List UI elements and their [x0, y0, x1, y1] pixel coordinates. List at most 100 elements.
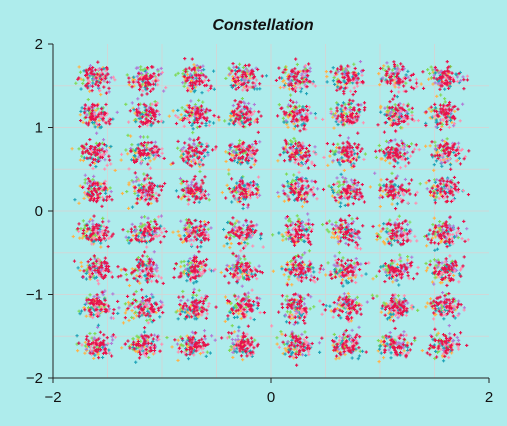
constellation-point [103, 256, 107, 260]
constellation-point [287, 275, 291, 279]
constellation-point [133, 191, 137, 196]
constellation-point [292, 322, 296, 327]
constellation-point [341, 284, 345, 288]
constellation-point [407, 276, 411, 281]
constellation-point [321, 302, 325, 307]
constellation-point [91, 351, 95, 355]
constellation-point [130, 309, 134, 313]
constellation-point [451, 224, 456, 228]
constellation-point [202, 329, 207, 333]
constellation-point [249, 336, 254, 340]
constellation-point [282, 273, 286, 277]
constellation-point [393, 259, 397, 263]
constellation-point [445, 195, 449, 199]
constellation-point [102, 343, 106, 347]
constellation-point [79, 260, 83, 265]
constellation-point [142, 330, 147, 334]
constellation-point [183, 223, 187, 228]
constellation-point [350, 279, 354, 283]
constellation-point [392, 345, 396, 349]
constellation-point [283, 347, 287, 351]
constellation-point [252, 346, 256, 350]
constellation-point [149, 341, 153, 346]
constellation-point [428, 297, 433, 301]
constellation-point [335, 342, 339, 346]
constellation-point [206, 227, 210, 231]
constellation-point [353, 335, 358, 339]
constellation-point [235, 181, 239, 185]
constellation-point [397, 236, 401, 240]
constellation-point [360, 349, 365, 353]
constellation-point [93, 331, 97, 336]
constellation-point [287, 350, 291, 354]
constellation-point [456, 181, 460, 185]
constellation-point [361, 224, 365, 228]
constellation-point [351, 220, 356, 224]
constellation-point [353, 178, 357, 182]
constellation-point [130, 143, 134, 147]
constellation-point [355, 183, 359, 187]
constellation-point [313, 179, 317, 184]
constellation-point [377, 183, 382, 187]
constellation-point [289, 343, 293, 347]
constellation-point [383, 350, 387, 354]
constellation-point [113, 335, 117, 339]
constellation-point [96, 337, 100, 341]
constellation-point [286, 184, 290, 188]
constellation-point [151, 337, 155, 341]
constellation-point [257, 264, 261, 268]
constellation-point [145, 173, 149, 177]
constellation-point [133, 171, 137, 175]
constellation-point [428, 228, 432, 232]
constellation-point [148, 159, 152, 163]
constellation-point [119, 152, 124, 156]
constellation-point [142, 326, 147, 330]
constellation-point [457, 280, 461, 284]
constellation-point [393, 326, 397, 331]
constellation-point [255, 195, 260, 199]
constellation-point [332, 348, 336, 352]
constellation-point [141, 343, 145, 347]
constellation-point [191, 335, 195, 340]
constellation-point [245, 332, 249, 336]
constellation-point [291, 335, 295, 339]
constellation-point [188, 339, 192, 343]
constellation-point [225, 242, 229, 246]
constellation-point [160, 147, 164, 151]
constellation-point [387, 276, 391, 280]
constellation-point [280, 332, 284, 336]
constellation-point [88, 351, 92, 355]
constellation-point [296, 184, 301, 188]
constellation-point [224, 196, 228, 200]
constellation-point [317, 350, 322, 354]
constellation-point [425, 351, 429, 355]
constellation-point [352, 347, 356, 351]
constellation-point [144, 294, 148, 299]
constellation-point [162, 234, 166, 239]
constellation-point [445, 245, 449, 249]
constellation-point [132, 292, 136, 296]
constellation-point [304, 353, 308, 358]
constellation-point [160, 151, 164, 155]
constellation-point [222, 227, 226, 232]
constellation-point [98, 330, 103, 334]
constellation-point [100, 204, 104, 208]
constellation-point [350, 221, 354, 226]
constellation-point [433, 241, 437, 245]
constellation-point [150, 345, 155, 349]
constellation-point [396, 195, 400, 200]
constellation-point [232, 315, 237, 320]
constellation-point [424, 234, 429, 238]
constellation-point [285, 310, 289, 314]
constellation-point [178, 312, 182, 316]
constellation-point [137, 350, 142, 354]
constellation-point [258, 310, 262, 315]
constellation-point [393, 206, 398, 211]
constellation-point [176, 358, 180, 363]
constellation-point [173, 338, 177, 342]
constellation-point [337, 334, 342, 339]
constellation-point [157, 337, 161, 342]
constellation-point [87, 339, 91, 343]
constellation-point [198, 169, 202, 174]
constellation-point [398, 253, 402, 257]
